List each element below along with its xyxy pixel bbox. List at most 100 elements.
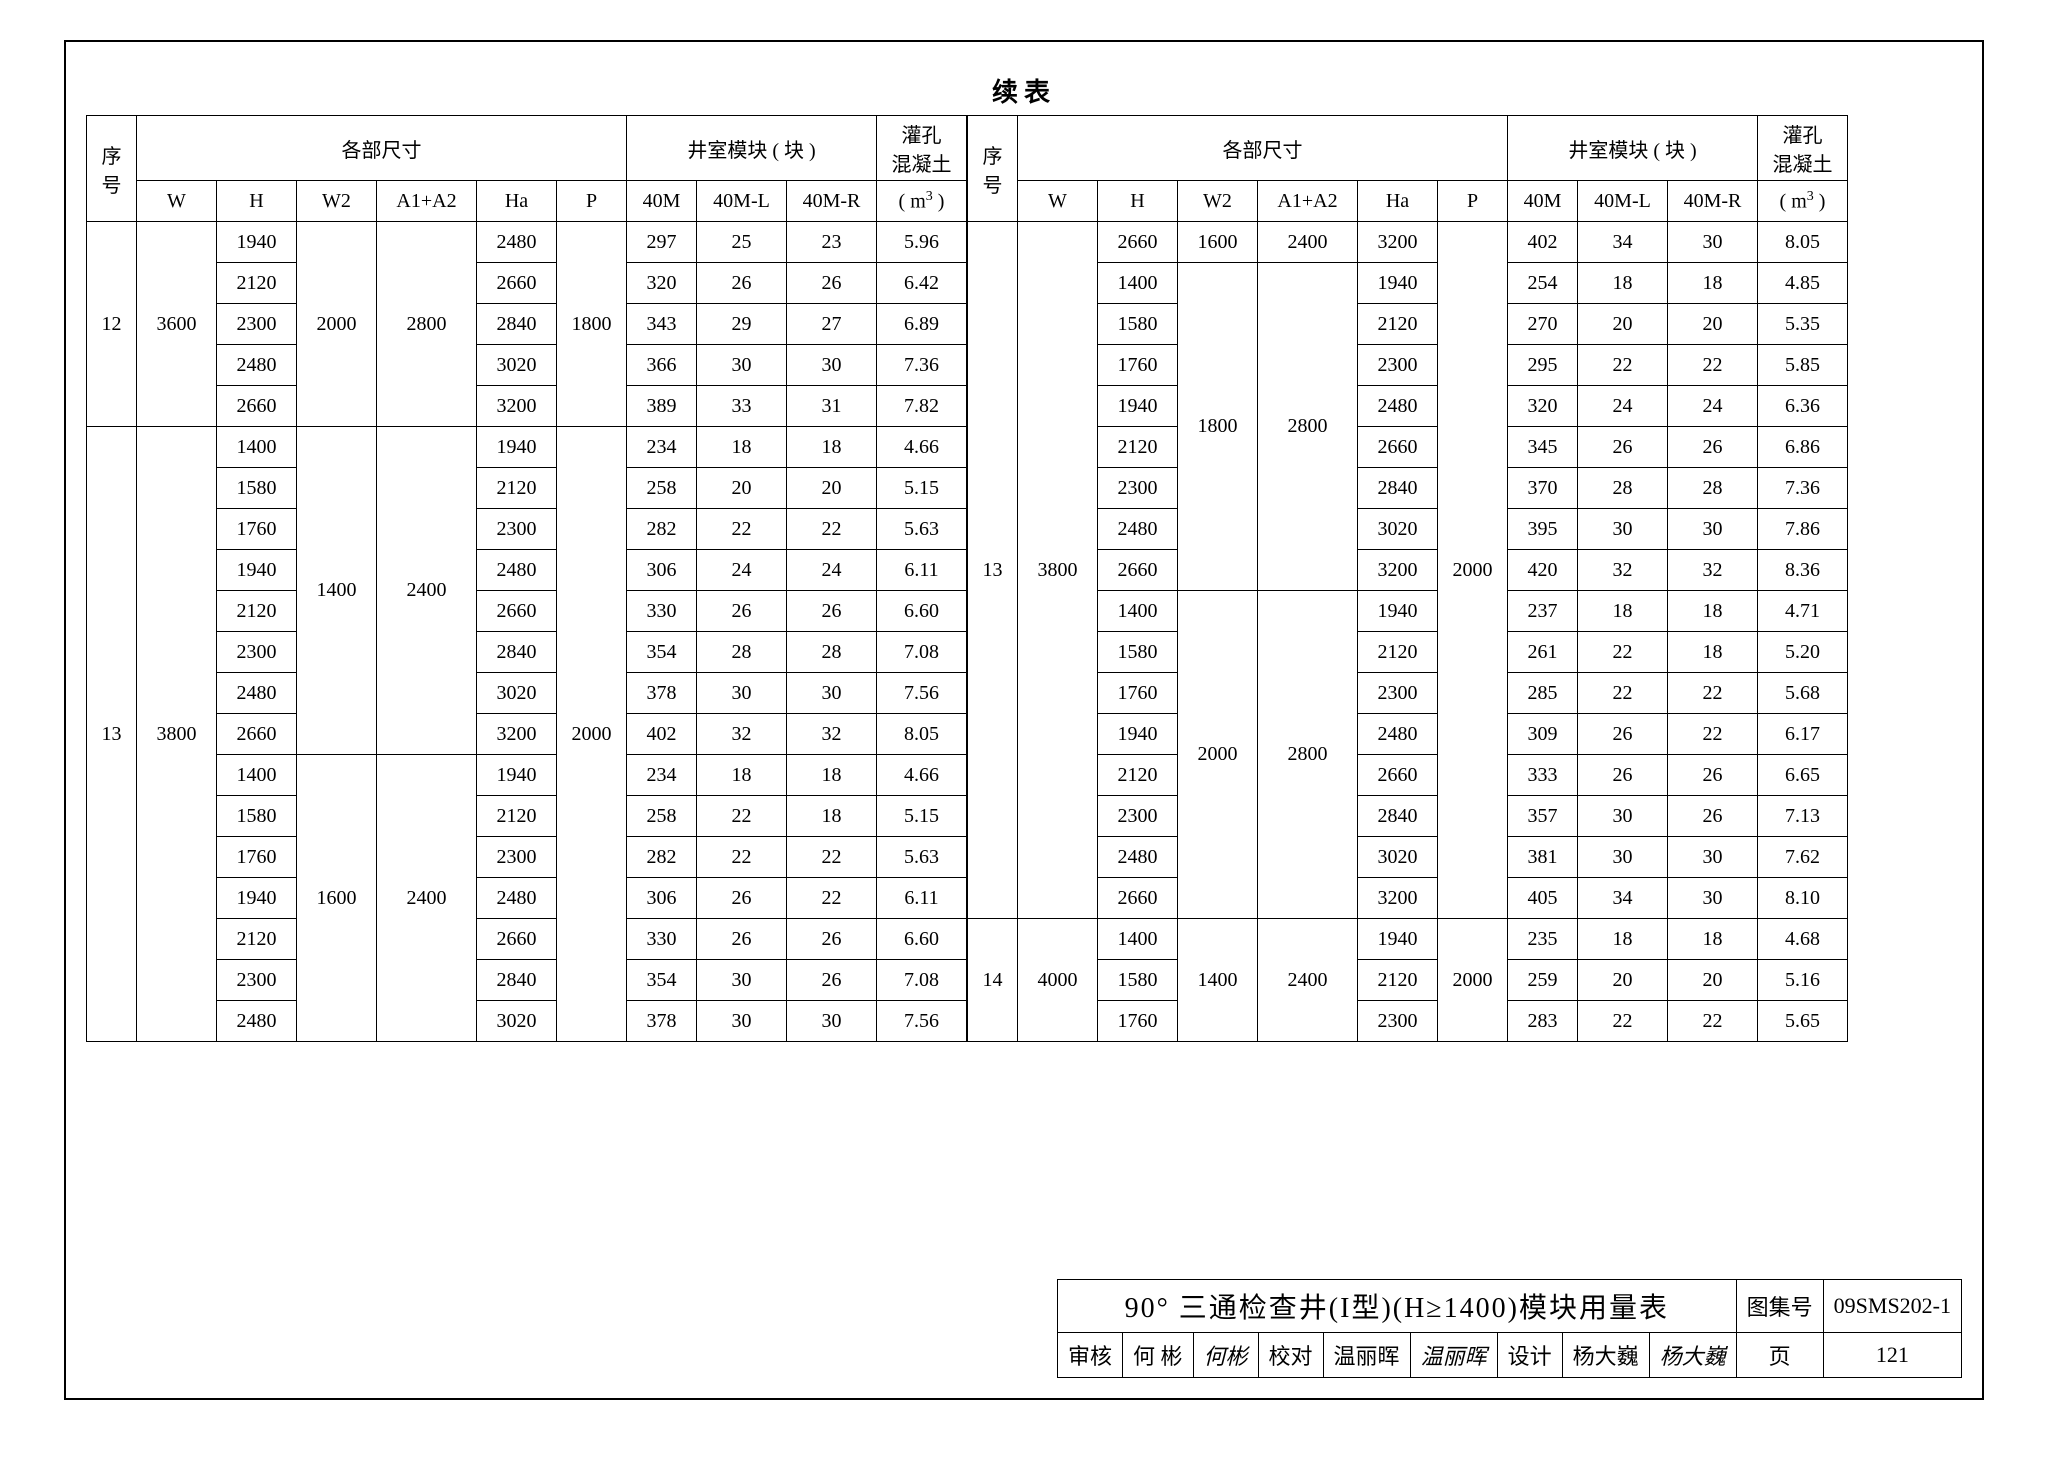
cell-40ML: 22 [697,509,787,550]
cell-40M: 254 [1508,263,1578,304]
page-label: 页 [1736,1333,1823,1378]
cell-W2: 2000 [1178,591,1258,919]
table-row: 2660320038933317.82 [87,386,967,427]
review-label: 审核 [1057,1333,1122,1378]
cell-Ha: 2480 [1358,386,1438,427]
cell-seq: 12 [87,222,137,427]
cell-H: 2300 [1098,468,1178,509]
cell-m3: 5.20 [1758,632,1848,673]
cell-40M: 234 [627,755,697,796]
col-grout: 灌孔混凝土 [877,116,967,181]
cell-40ML: 33 [697,386,787,427]
table-row: 2300284035428287.08 [87,632,967,673]
cell-40ML: 28 [1578,468,1668,509]
table-row: 1580212025820205.15 [87,468,967,509]
cell-40ML: 18 [1578,263,1668,304]
cell-P: 2000 [557,427,627,1042]
cell-40ML: 26 [1578,755,1668,796]
cell-Ha: 3200 [477,386,557,427]
cell-40M: 237 [1508,591,1578,632]
cell-40ML: 20 [1578,304,1668,345]
table-row: 1236001940200028002480180029725235.96 [87,222,967,263]
cell-40ML: 34 [1578,878,1668,919]
table-row: 2660320040534308.10 [968,878,1848,919]
cell-Ha: 1940 [477,755,557,796]
cell-m3: 4.71 [1758,591,1848,632]
cell-40ML: 18 [697,755,787,796]
cell-H: 2120 [1098,427,1178,468]
cell-A1A2: 2800 [1258,591,1358,919]
table-row: 2480302038130307.62 [968,837,1848,878]
cell-40M: 333 [1508,755,1578,796]
cell-Ha: 3200 [1358,222,1438,263]
cell-H: 2300 [217,960,297,1001]
cell-m3: 6.60 [877,919,967,960]
cell-40ML: 22 [697,837,787,878]
cell-40M: 402 [1508,222,1578,263]
cell-H: 1940 [217,878,297,919]
table-row: 140020002800194023718184.71 [968,591,1848,632]
cell-m3: 6.60 [877,591,967,632]
check-signature: 温丽晖 [1410,1333,1497,1378]
cell-40MR: 18 [1668,591,1758,632]
col-40MR: 40M-R [1668,181,1758,222]
cell-40ML: 24 [697,550,787,591]
cell-m3: 7.62 [1758,837,1848,878]
cell-40MR: 18 [1668,919,1758,960]
cell-Ha: 2840 [477,632,557,673]
cell-40M: 366 [627,345,697,386]
cell-40ML: 26 [697,263,787,304]
cell-m3: 5.65 [1758,1001,1848,1042]
table-row: 2300284035430267.08 [87,960,967,1001]
cell-m3: 5.16 [1758,960,1848,1001]
cell-40MR: 22 [1668,673,1758,714]
cell-40M: 330 [627,591,697,632]
cell-Ha: 2840 [477,304,557,345]
cell-Ha: 2480 [477,878,557,919]
cell-Ha: 2660 [1358,427,1438,468]
cell-A1A2: 2400 [377,427,477,755]
cell-Ha: 2660 [1358,755,1438,796]
cell-40ML: 22 [1578,1001,1668,1042]
cell-m3: 6.36 [1758,386,1848,427]
cell-40M: 283 [1508,1001,1578,1042]
cell-A1A2: 2400 [377,755,477,1042]
cell-40ML: 18 [1578,591,1668,632]
cell-m3: 5.63 [877,509,967,550]
col-40MR: 40M-R [787,181,877,222]
page-number: 121 [1823,1333,1961,1378]
cell-m3: 5.15 [877,468,967,509]
cell-Ha: 2660 [477,263,557,304]
col-40ML: 40M-L [697,181,787,222]
cell-40M: 320 [1508,386,1578,427]
cell-40M: 306 [627,550,697,591]
cell-Ha: 3200 [1358,550,1438,591]
cell-H: 2480 [1098,837,1178,878]
cell-40M: 258 [627,468,697,509]
cell-40M: 282 [627,837,697,878]
cell-m3: 7.56 [877,1001,967,1042]
cell-H: 1940 [1098,714,1178,755]
cell-Ha: 2300 [1358,1001,1438,1042]
cell-H: 2480 [1098,509,1178,550]
col-Ha: Ha [1358,181,1438,222]
table-row: 1940248030624246.11 [87,550,967,591]
cell-40MR: 27 [787,304,877,345]
cell-40ML: 30 [697,1001,787,1042]
cell-m3: 8.05 [1758,222,1848,263]
cell-Ha: 1940 [1358,263,1438,304]
cell-Ha: 2120 [1358,960,1438,1001]
col-H: H [217,181,297,222]
cell-H: 2300 [217,632,297,673]
cell-H: 2660 [1098,550,1178,591]
cell-40MR: 22 [1668,345,1758,386]
cell-Ha: 3020 [1358,837,1438,878]
col-A1A2: A1+A2 [1258,181,1358,222]
table-row: 2660320040232328.05 [87,714,967,755]
design-name: 杨大巍 [1562,1333,1649,1378]
review-signature: 何彬 [1193,1333,1258,1378]
cell-H: 2660 [217,386,297,427]
cell-40ML: 28 [697,632,787,673]
cell-40M: 405 [1508,878,1578,919]
cell-H: 2480 [217,345,297,386]
